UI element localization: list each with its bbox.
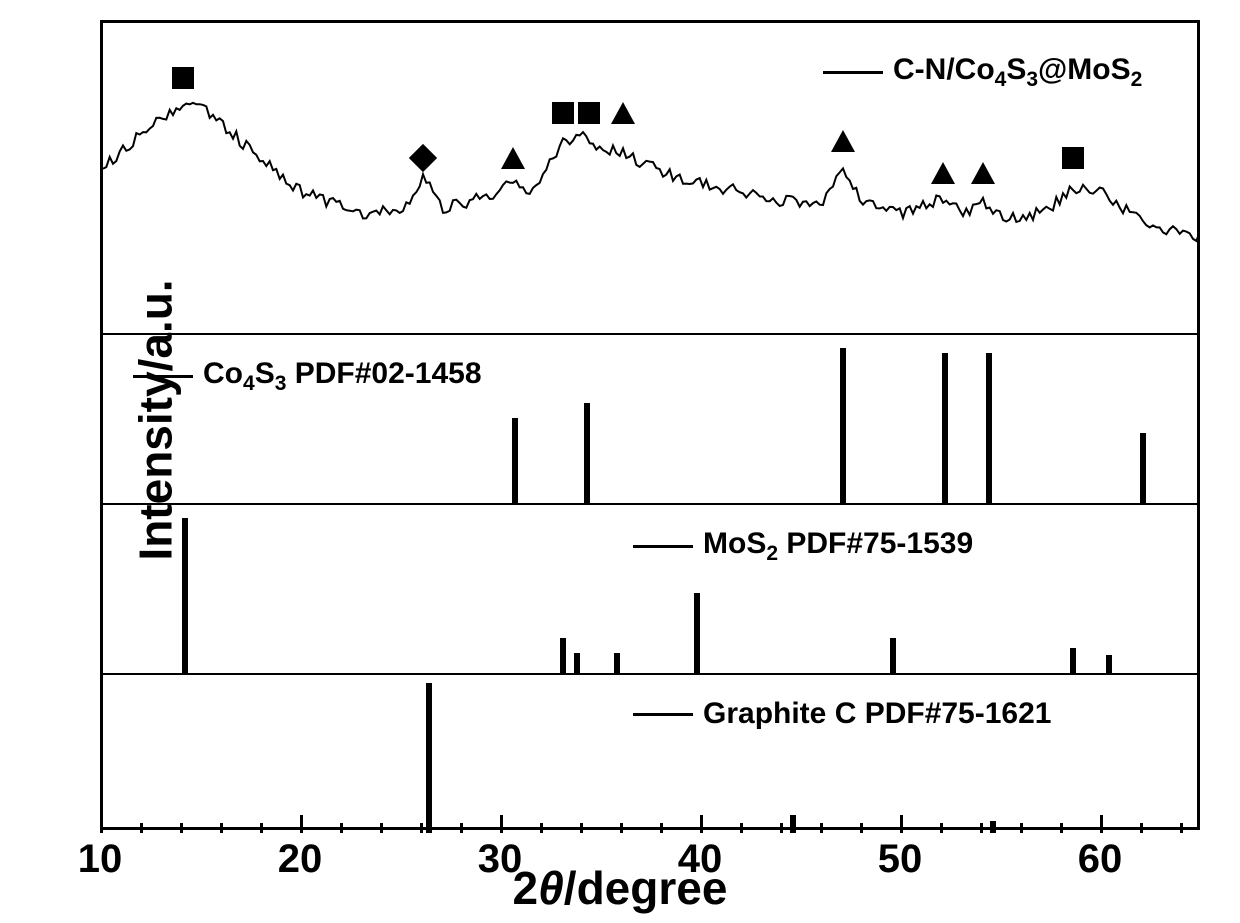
legend-co4s3: Co4S3 PDF#02-1458 — [133, 357, 482, 396]
triangle-marker — [971, 162, 995, 184]
xrd-chart: C-N/Co4S3@MoS2 Co4S3 PDF#02-1458 MoS2 PD… — [100, 20, 1200, 830]
legend-sample: C-N/Co4S3@MoS2 — [823, 53, 1142, 92]
panel-co4s3: Co4S3 PDF#02-1458 — [103, 333, 1197, 503]
x-tick-20: 20 — [278, 837, 323, 882]
triangle-marker — [931, 162, 955, 184]
panel-mos2: MoS2 PDF#75-1539 — [103, 503, 1197, 673]
x-tick-10: 10 — [78, 837, 123, 882]
x-tick-40: 40 — [678, 837, 723, 882]
square-marker — [172, 67, 194, 89]
x-tick-30: 30 — [478, 837, 523, 882]
triangle-marker — [831, 130, 855, 152]
square-marker — [1062, 147, 1084, 169]
panel-sample: C-N/Co4S3@MoS2 — [103, 23, 1197, 333]
square-marker — [578, 102, 600, 124]
triangle-marker — [501, 147, 525, 169]
square-marker — [552, 102, 574, 124]
triangle-marker — [611, 102, 635, 124]
x-tick-60: 60 — [1078, 837, 1123, 882]
legend-mos2: MoS2 PDF#75-1539 — [633, 527, 973, 566]
legend-graphite: Graphite C PDF#75-1621 — [633, 697, 1051, 731]
panel-graphite: Graphite C PDF#75-1621 — [103, 673, 1197, 833]
x-tick-50: 50 — [878, 837, 923, 882]
